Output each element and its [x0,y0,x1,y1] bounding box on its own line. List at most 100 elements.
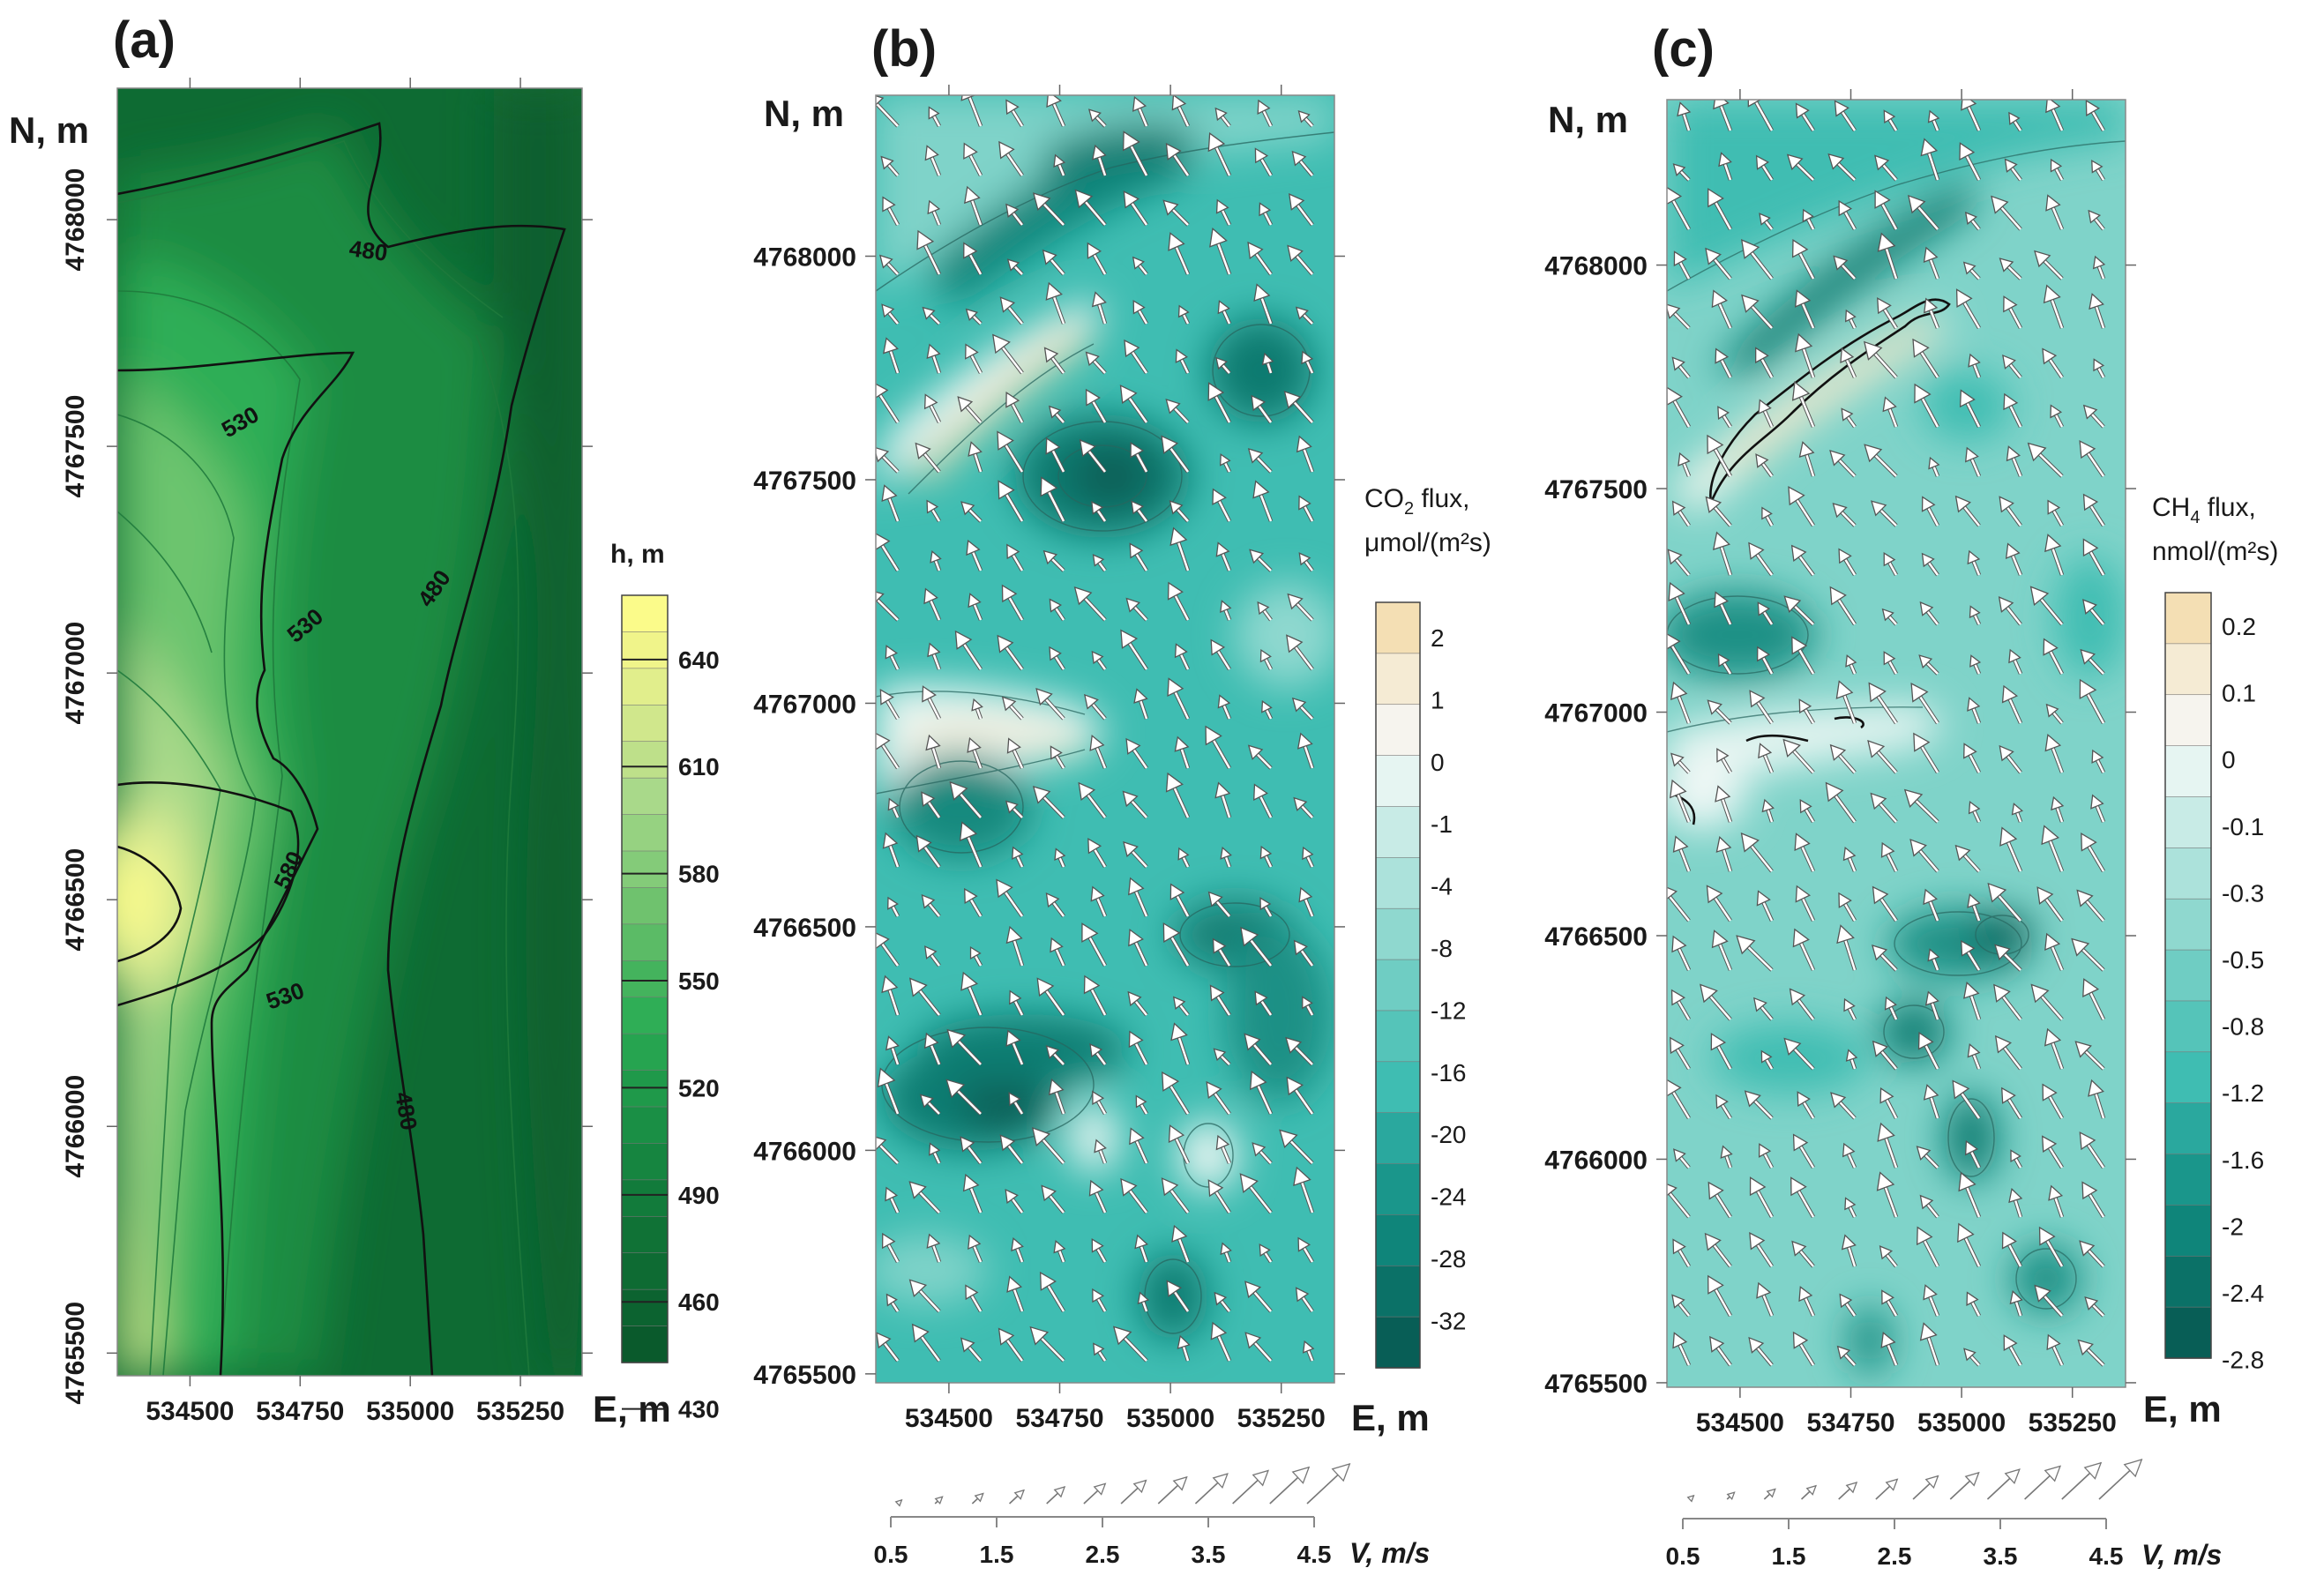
wind-vector [1872,1040,1898,1071]
wind-vector [881,484,900,522]
colorbar-c-frame [2164,592,2212,1359]
colorbar-cell [1375,704,1421,757]
wind-vector [957,396,983,424]
wind-vector [1667,186,1691,231]
wind-vector [2045,194,2065,230]
wind-vector [2080,648,2105,676]
wind-vector [963,242,983,276]
colorbar-b-cells [1375,601,1421,1369]
wind-vector [1129,542,1148,572]
wind-vector [1092,1090,1107,1116]
wind-vector [882,832,900,868]
y-tick-label: 4767500 [1544,475,1648,504]
wind-vector [1128,1030,1149,1066]
x-tick-label: 535000 [1917,1408,2006,1437]
wind-vector [1845,654,1857,675]
wind-vector [922,685,942,721]
colorbar-tick-label: -12 [1431,997,1466,1024]
vector-legend-tick-label: 3.5 [1192,1541,1226,1568]
colorbar-cell [621,814,669,852]
wind-vector [1212,937,1231,967]
colorbar-cell [2164,898,2212,951]
panel-c-frame [1666,99,2126,1388]
wind-vector [1829,586,1857,626]
wind-vector [1748,541,1774,577]
wind-vector [1162,1071,1190,1116]
colorbar-tick-label: -8 [1431,935,1453,962]
wind-vector [1132,299,1148,325]
vector-legend-tick-label: 2.5 [1878,1542,1912,1570]
wind-vector [1748,1336,1774,1367]
wind-vector [1217,694,1232,720]
y-tick-label: 4767500 [61,395,90,498]
wind-vector [1884,996,1899,1020]
wind-vector [2029,586,2064,626]
wind-vector [1296,435,1315,473]
wind-vector [964,887,983,918]
wind-vector [1670,681,1692,724]
wind-vector [1033,192,1065,227]
panel-b-ylabel: N, m [764,93,844,134]
wind-vector [1838,892,1857,922]
wind-vector [962,1173,983,1213]
colorbar-cell [621,960,669,998]
wind-vector [1212,488,1232,523]
wind-vector [1247,448,1273,474]
wind-vector [908,1279,941,1313]
wind-vector [2050,404,2064,429]
vector-legend-tick-label: 2.5 [1086,1541,1120,1568]
wind-vector [885,1035,900,1065]
wind-vector [1085,388,1107,424]
wind-vector [1913,732,1939,774]
legend-vector [1194,1473,1229,1505]
legend-vector [2061,1461,2103,1500]
wind-vector [2081,1181,2105,1219]
wind-vector [1991,195,2022,231]
wind-vector [992,333,1024,375]
wind-vector [1669,779,1692,823]
wind-vector [1286,634,1314,671]
wind-vector [966,539,983,571]
wind-vector [1713,100,1733,131]
wind-vector [1042,549,1065,572]
wind-vector [1298,495,1314,523]
wind-vector [1005,1188,1024,1214]
wind-vector [1797,1091,1815,1120]
wind-vector [1964,446,1982,477]
wind-vector [1961,100,1982,131]
wind-vector [1802,208,1816,231]
wind-vector [2008,648,2023,675]
colorbar-a-cells [621,594,669,1363]
wind-vector [1205,725,1231,770]
wind-vector [2088,1079,2106,1119]
colorbar-c-labels: 0.2 0.1 0 -0.1 -0.3 -0.5 -0.8 -1.2 -1.6 -2 -2.4 -2.… [2222,613,2264,1374]
colorbar-cell [2164,745,2212,798]
wind-vector [1715,835,1733,872]
wind-vector [1123,840,1148,869]
wind-vector [1244,1033,1273,1066]
colorbar-tick-label: -2 [2222,1213,2244,1240]
wind-vector [1755,154,1774,182]
colorbar-tick-label: 640 [678,646,720,674]
y-tick-label: 4767000 [61,622,90,725]
wind-vector [1841,1234,1857,1267]
y-tick-label: 4765500 [1544,1370,1648,1399]
wind-vector [1122,790,1148,819]
wind-vector [1011,1236,1025,1263]
wind-vector [1129,1127,1149,1164]
panel-b: (b) [753,20,1491,1569]
wind-vector [1217,300,1232,325]
wind-vector [1032,785,1065,819]
wind-vector [1172,996,1190,1017]
wind-vector [926,1233,942,1263]
wind-vector [1758,399,1775,428]
wind-vector [1795,332,1816,378]
wind-vector [1671,935,1692,971]
wind-vector [1162,199,1190,227]
wind-vector [1705,496,1732,527]
wind-vector [1291,150,1314,177]
wind-vector [1920,138,1940,181]
colorbar-tick-label: 0 [1431,749,1445,776]
wind-vector [1749,1231,1774,1268]
wind-vector [1794,833,1816,872]
